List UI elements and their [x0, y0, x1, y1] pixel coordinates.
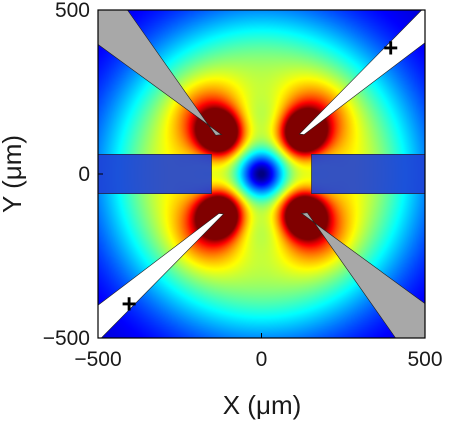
electrode-label-layer: ++	[121, 33, 398, 319]
electrode-5	[98, 154, 212, 194]
x-axis-label: X (μm)	[223, 390, 302, 420]
x-tick-label: 500	[407, 348, 442, 371]
x-tick-label: −500	[74, 348, 121, 371]
y-axis-ticks: −500 0 500	[43, 0, 103, 350]
electrode-polarity-label: +	[383, 33, 398, 63]
y-tick-label: 0	[78, 163, 90, 186]
y-axis-label: Y (μm)	[0, 135, 27, 213]
y-tick-label: 500	[55, 0, 90, 22]
electrode-polarity-label: +	[121, 289, 136, 319]
heatmap-plot-area	[98, 10, 425, 338]
x-axis-ticks: −500 0 500	[74, 333, 443, 371]
x-tick-label: 0	[256, 348, 268, 371]
y-tick-label: −500	[43, 327, 90, 350]
electrode-2	[98, 213, 225, 338]
electrode-1	[298, 10, 425, 135]
electrode-6	[311, 154, 425, 194]
electrode-4	[300, 212, 425, 338]
electrode-3	[98, 10, 223, 136]
electrode-layer	[98, 10, 425, 338]
